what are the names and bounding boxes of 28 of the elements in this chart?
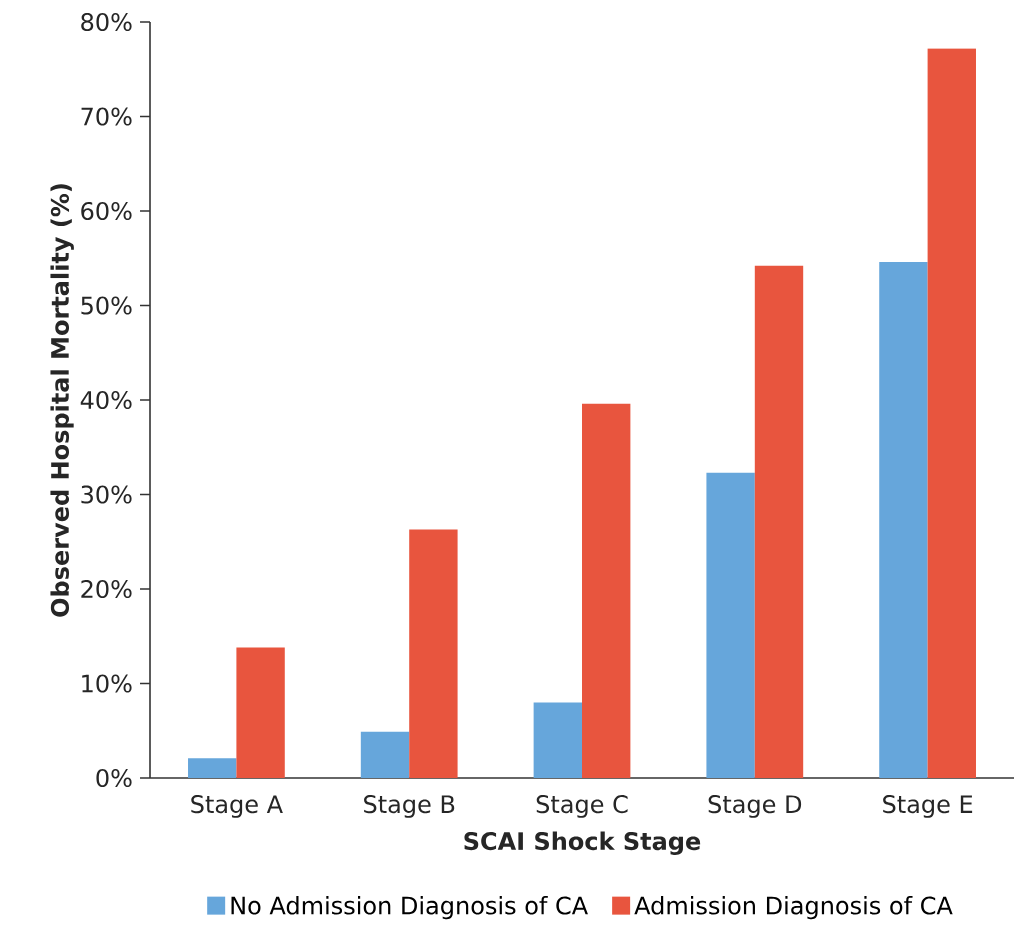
y-axis-title: Observed Hospital Mortality (%) [50, 184, 74, 617]
bar [188, 758, 237, 778]
x-tick-label: Stage B [364, 795, 455, 818]
bar [409, 529, 458, 778]
x-axis-title: SCAI Shock Stage [464, 831, 701, 856]
x-tick-label: Stage A [191, 795, 283, 818]
y-tick-label: 40% [80, 390, 132, 410]
x-tick-label: Stage C [536, 795, 628, 818]
bar [582, 403, 631, 778]
bar [533, 702, 583, 778]
bar [927, 48, 976, 778]
x-tick-label: Stage E [883, 795, 973, 818]
y-tick-label: 10% [82, 674, 132, 693]
bar [879, 262, 928, 778]
y-tick-label: 30% [81, 485, 132, 504]
y-tick-label: 60% [81, 201, 132, 221]
legend-label: No Admission Diagnosis of CA [231, 896, 588, 920]
y-tick-label: 20% [81, 579, 132, 599]
bar [360, 731, 410, 778]
y-tick-label: 0% [96, 768, 132, 788]
x-tick-label: Stage D [708, 795, 802, 818]
y-tick-label: 50% [81, 296, 132, 315]
legend-label: Admission Diagnosis of CA [634, 896, 953, 920]
y-tick-label: 80% [81, 12, 132, 32]
y-tick-label: 70% [81, 107, 132, 126]
bar [706, 472, 755, 778]
bar [236, 647, 285, 778]
bar [754, 265, 804, 778]
